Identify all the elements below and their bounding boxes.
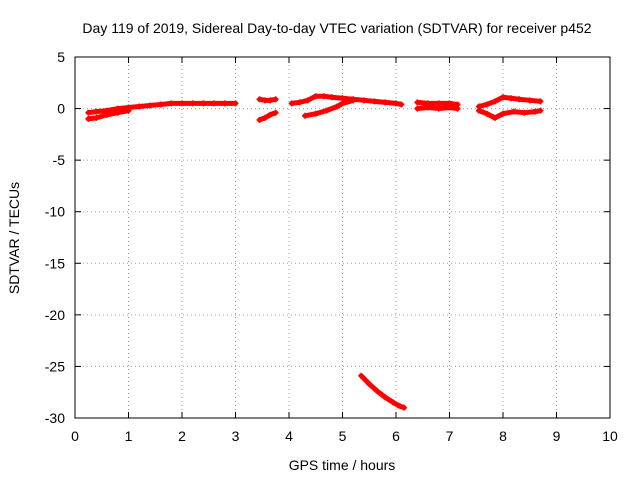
x-tick-label: 9 [553,428,561,444]
data-series [475,107,544,121]
data-series [475,94,544,110]
data-series [85,107,132,122]
data-point [398,101,405,108]
y-tick-label: 0 [57,101,65,117]
data-series [85,100,239,116]
x-tick-label: 3 [232,428,240,444]
chart-title: Day 119 of 2019, Sidereal Day-to-day VTE… [82,20,591,36]
x-tick-label: 7 [446,428,454,444]
y-tick-label: -30 [45,410,65,426]
data-series [414,104,461,112]
y-tick-label: -15 [45,255,65,271]
x-tick-label: 4 [285,428,293,444]
x-tick-label: 5 [339,428,347,444]
y-tick-label: -25 [45,358,65,374]
data-point [125,107,132,114]
y-tick-label: -5 [53,152,66,168]
data-point [537,107,544,114]
data-series [358,372,408,411]
x-tick-label: 0 [71,428,79,444]
y-axis-label: SDTVAR / TECUs [6,182,22,294]
data-series [302,97,357,119]
axis-ticks: 0 1 2 3 4 5 6 7 8 9 10 5 0 -5 -10 -15 -20 -25 -30 [45,49,618,444]
data-series [256,96,279,104]
y-tick-label: -10 [45,204,65,220]
x-tick-label: 10 [602,428,618,444]
grid [75,57,610,418]
x-tick-label: 6 [392,428,400,444]
data-series [256,109,279,123]
data-series [414,99,461,108]
data-point [537,98,544,105]
x-tick-label: 1 [125,428,133,444]
x-tick-label: 2 [178,428,186,444]
y-tick-label: -20 [45,307,65,323]
data-point [401,404,408,411]
data-point [454,105,461,112]
data-point [232,100,239,107]
y-tick-label: 5 [57,49,65,65]
data-points [85,93,544,411]
x-tick-label: 8 [499,428,507,444]
data-point [272,109,279,116]
x-axis-label: GPS time / hours [289,457,396,473]
data-point [272,96,279,103]
data-series [288,93,405,108]
data-point [350,97,357,104]
